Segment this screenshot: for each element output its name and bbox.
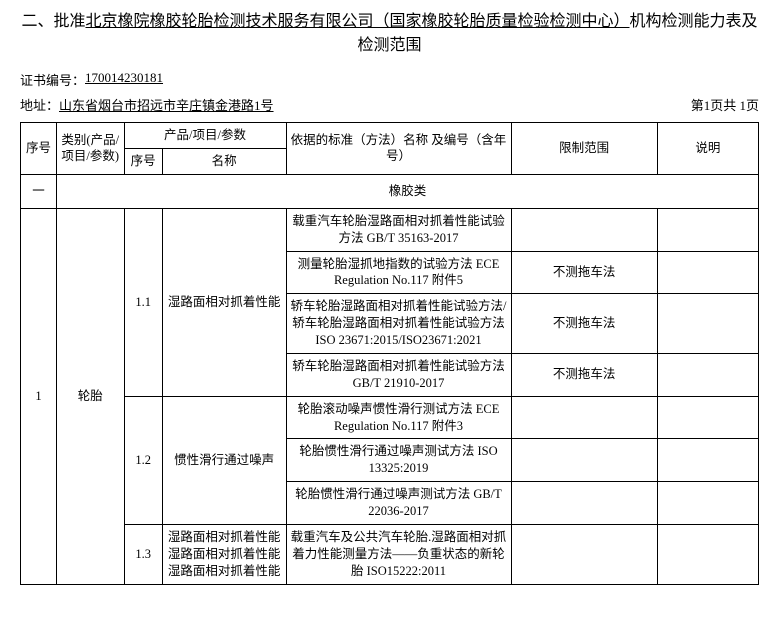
standard-cell: 轿车轮胎湿路面相对抓着性能试验方法 GB/T 21910-2017 [286,353,511,396]
th-standard: 依据的标准（方法）名称 及编号（含年号） [286,123,511,175]
category-seq: 一 [21,174,57,208]
th-sub-seq: 序号 [124,148,162,174]
limit-cell [511,396,657,439]
note-cell [657,524,758,584]
sub-seq: 1.2 [124,396,162,524]
title-prefix: 二、批准 [21,13,85,30]
page-indicator: 第1页共 1页 [691,95,759,114]
limit-cell: 不测拖车法 [511,353,657,396]
limit-cell: 不测拖车法 [511,294,657,354]
th-limit: 限制范围 [511,123,657,175]
addr-label: 地址： [20,95,59,114]
limit-cell: 不测拖车法 [511,251,657,294]
main-seq: 1 [21,208,57,584]
cert-label: 证书编号： [20,70,85,89]
standard-cell: 载重汽车及公共汽车轮胎.湿路面相对抓着力性能测量方法——负重状态的新轮胎 ISO… [286,524,511,584]
th-sub-name: 名称 [162,148,286,174]
limit-cell [511,524,657,584]
note-cell [657,439,758,482]
standard-cell: 轿车轮胎湿路面相对抓着性能试验方法/轿车轮胎湿路面相对抓着性能试验方法 ISO … [286,294,511,354]
th-seq: 序号 [21,123,57,175]
meta-block: 证书编号： 170014230181 地址： 山东省烟台市招远市辛庄镇金港路1号… [20,70,759,114]
note-cell [657,396,758,439]
note-cell [657,482,758,525]
note-cell [657,294,758,354]
category-name: 橡胶类 [57,174,759,208]
th-category: 类别(产品/项目/参数) [57,123,125,175]
limit-cell [511,482,657,525]
param-name: 惯性滑行通过噪声 [162,396,286,524]
standard-cell: 轮胎惯性滑行通过噪声测试方法 ISO 13325:2019 [286,439,511,482]
standard-cell: 载重汽车轮胎湿路面相对抓着性能试验方法 GB/T 35163-2017 [286,208,511,251]
sub-seq: 1.1 [124,208,162,396]
standard-cell: 测量轮胎湿抓地指数的试验方法 ECE Regulation No.117 附件5 [286,251,511,294]
note-cell [657,353,758,396]
th-note: 说明 [657,123,758,175]
address: 地址： 山东省烟台市招远市辛庄镇金港路1号 [20,95,274,114]
category-row: 一 橡胶类 [21,174,759,208]
sub-seq: 1.3 [124,524,162,584]
standard-cell: 轮胎惯性滑行通过噪声测试方法 GB/T 22036-2017 [286,482,511,525]
note-cell [657,208,758,251]
limit-cell [511,208,657,251]
param-name: 湿路面相对抓着性能 湿路面相对抓着性能 湿路面相对抓着性能 [162,524,286,584]
main-category: 轮胎 [57,208,125,584]
capability-table: 序号 类别(产品/项目/参数) 产品/项目/参数 依据的标准（方法）名称 及编号… [20,122,759,585]
note-cell [657,251,758,294]
standard-cell: 轮胎滚动噪声惯性滑行测试方法 ECE Regulation No.117 附件3 [286,396,511,439]
table-row: 1.3 湿路面相对抓着性能 湿路面相对抓着性能 湿路面相对抓着性能 载重汽车及公… [21,524,759,584]
table-row: 1.2 惯性滑行通过噪声 轮胎滚动噪声惯性滑行测试方法 ECE Regulati… [21,396,759,439]
addr-value: 山东省烟台市招远市辛庄镇金港路1号 [59,95,274,114]
param-name: 湿路面相对抓着性能 [162,208,286,396]
cert-value: 170014230181 [85,70,163,89]
title-company: 北京橡院橡胶轮胎检测技术服务有限公司（国家橡胶轮胎质量检验检测中心） [85,13,629,30]
table-row: 1 轮胎 1.1 湿路面相对抓着性能 载重汽车轮胎湿路面相对抓着性能试验方法 G… [21,208,759,251]
document-title: 二、批准北京橡院橡胶轮胎检测技术服务有限公司（国家橡胶轮胎质量检验检测中心）机构… [20,10,759,58]
cert-number: 证书编号： 170014230181 [20,70,274,89]
th-param-group: 产品/项目/参数 [124,123,286,149]
limit-cell [511,439,657,482]
